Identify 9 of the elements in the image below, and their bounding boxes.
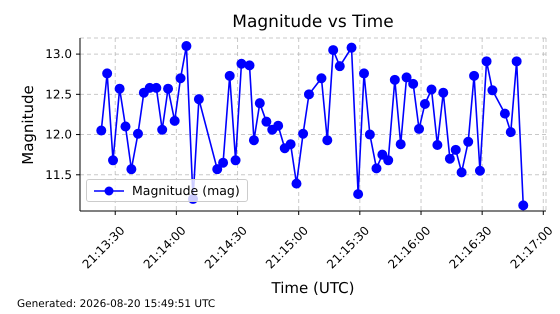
y-tick-label: 13.0 <box>45 47 72 62</box>
chart-title: Magnitude vs Time <box>231 12 395 32</box>
y-axis-title: Magnitude <box>19 84 37 164</box>
x-axis-title: Time (UTC) <box>270 279 356 297</box>
text: Generated: 2026-08-20 15:49:51 UTC <box>17 298 216 310</box>
y-tick-label: 12.5 <box>45 87 72 102</box>
y-tick-label: 12.0 <box>45 128 72 142</box>
y-tick-label: 11.5 <box>45 168 72 182</box>
legend-label: Magnitude (mag) <box>132 183 240 198</box>
